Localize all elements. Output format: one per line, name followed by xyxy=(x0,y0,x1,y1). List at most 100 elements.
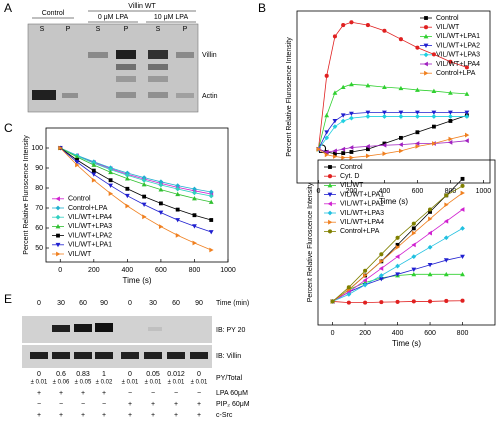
data-point xyxy=(208,199,214,204)
condition-sign: − xyxy=(102,401,106,408)
data-point xyxy=(379,300,384,305)
data-point xyxy=(209,218,214,222)
condition-sign: + xyxy=(81,412,85,419)
legend-marker xyxy=(327,174,333,179)
series-line xyxy=(60,147,212,193)
condition-sign: + xyxy=(37,390,41,397)
time-value: 0 xyxy=(128,300,132,307)
data-point xyxy=(125,203,130,209)
ratio-value: 0.012 xyxy=(167,371,185,378)
data-point xyxy=(464,91,470,96)
band xyxy=(144,352,162,359)
legend-label: VIL/WT+LPA1 xyxy=(68,242,112,249)
ratio-value: 0.6 xyxy=(56,371,66,378)
y-tick-label: 90 xyxy=(35,165,43,172)
legend-marker xyxy=(55,196,60,202)
band xyxy=(121,352,139,359)
legend-label: Control xyxy=(340,164,363,171)
data-point xyxy=(175,183,181,188)
data-point xyxy=(341,151,346,156)
data-point xyxy=(366,153,371,159)
series-line xyxy=(332,273,463,302)
band xyxy=(116,64,136,70)
ratio-label: PY/Total xyxy=(216,375,243,382)
legend-marker xyxy=(327,183,333,188)
ratio-error: ± 0.01 xyxy=(168,380,185,386)
ratio-value: 0.83 xyxy=(76,371,90,378)
data-point xyxy=(346,291,352,297)
data-point xyxy=(379,258,384,264)
data-point xyxy=(448,110,453,115)
x-axis-label: Time (s) xyxy=(122,276,151,285)
data-point xyxy=(316,146,321,152)
condition-sign: + xyxy=(128,401,132,408)
data-point xyxy=(192,224,197,229)
data-point xyxy=(192,196,197,201)
group-label: 0 μM LPA xyxy=(98,14,129,21)
x-tick-label: 200 xyxy=(359,330,371,337)
data-point xyxy=(382,110,387,115)
data-point xyxy=(415,130,420,135)
condition-sign: + xyxy=(197,412,201,419)
x-tick-label: 800 xyxy=(457,330,469,337)
lane-label: S xyxy=(96,26,101,33)
panel-label: C xyxy=(4,121,13,135)
data-point xyxy=(443,271,449,277)
data-point xyxy=(460,271,465,277)
legend-marker xyxy=(423,52,429,58)
ratio-value: 0.05 xyxy=(146,371,160,378)
plot-frame xyxy=(317,159,496,326)
lane-label: S xyxy=(156,26,161,33)
x-tick-label: 200 xyxy=(88,267,100,274)
y-axis-label: Percent Relative Fluroscence Intensity xyxy=(286,37,293,157)
legend-label: Control+LPA xyxy=(68,205,108,212)
panel-label: D xyxy=(318,142,327,156)
ratio-error: ± 0.01 xyxy=(122,380,139,386)
condition-sign: + xyxy=(128,412,132,419)
band xyxy=(62,93,78,98)
data-point xyxy=(365,23,370,28)
ratio-error: ± 0.06 xyxy=(53,380,70,386)
data-point xyxy=(427,262,433,268)
band xyxy=(52,325,70,332)
data-point xyxy=(333,151,337,156)
band-label: Villin xyxy=(202,52,217,59)
time-value: 60 xyxy=(172,300,180,307)
band xyxy=(167,352,185,359)
blot-label: IB: Villin xyxy=(216,353,241,360)
condition-sign: − xyxy=(151,390,155,397)
y-axis-label: Percent Relative Fluroscence Intensity xyxy=(307,182,314,302)
band xyxy=(32,90,56,100)
data-point xyxy=(443,235,449,241)
data-point xyxy=(108,191,113,196)
condition-sign: − xyxy=(174,390,178,397)
x-tick-label: 1000 xyxy=(476,188,492,195)
ratio-error: ± 0.01 xyxy=(145,380,162,386)
data-point xyxy=(378,273,384,278)
condition-label: PIP₂ 60μM xyxy=(216,401,250,408)
data-point xyxy=(124,193,130,199)
legend-marker xyxy=(424,70,429,76)
series-line xyxy=(318,114,468,155)
legend-marker xyxy=(328,219,333,225)
data-point xyxy=(340,146,346,152)
data-point xyxy=(415,87,420,92)
blot-image xyxy=(22,316,212,343)
legend-label: VIL/WT xyxy=(68,251,92,258)
legend-marker xyxy=(423,61,428,67)
legend-label: Control xyxy=(436,15,459,22)
data-point xyxy=(411,221,416,226)
data-point xyxy=(460,190,465,196)
band xyxy=(95,323,113,332)
legend-label: Control xyxy=(68,196,91,203)
data-point xyxy=(108,167,113,172)
data-point xyxy=(411,242,416,248)
data-point xyxy=(349,150,354,154)
data-point xyxy=(431,114,437,119)
y-axis-label: Percent Relative Fluroscence Intensity xyxy=(23,135,30,255)
data-point xyxy=(382,114,387,119)
data-point xyxy=(395,244,400,250)
series-line xyxy=(59,147,212,251)
data-point xyxy=(332,34,337,39)
